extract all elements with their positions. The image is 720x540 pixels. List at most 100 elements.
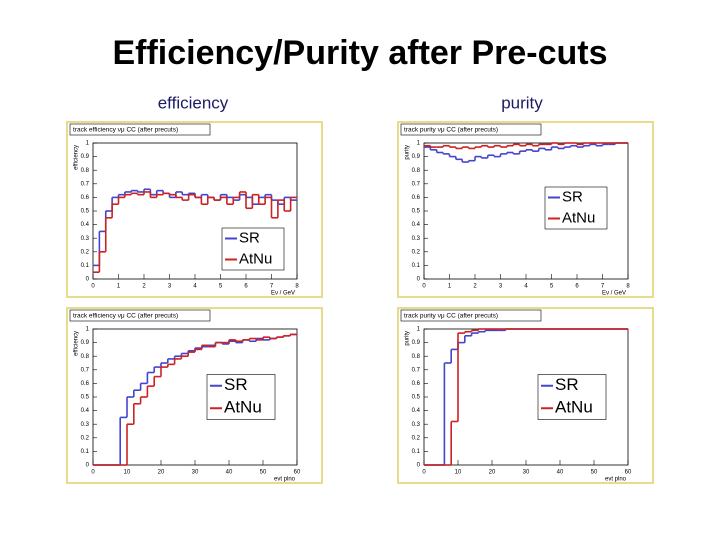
- column-label: efficiency: [158, 93, 229, 112]
- x-tick-label: 5: [219, 284, 223, 290]
- y-tick-label: 0.6: [81, 381, 90, 387]
- legend-label: AtNu: [562, 209, 595, 226]
- legend-label: SR: [562, 188, 583, 205]
- y-axis-label: purity: [405, 145, 411, 160]
- y-tick-label: 0.2: [412, 435, 421, 441]
- legend-label: AtNu: [239, 250, 272, 267]
- y-tick-label: 0.4: [412, 222, 421, 228]
- y-tick-label: 0.3: [412, 236, 421, 242]
- legend-label: AtNu: [224, 398, 262, 417]
- y-tick-label: 0.9: [412, 340, 421, 346]
- panel-title-box: [400, 123, 542, 136]
- x-tick-label: 6: [575, 284, 579, 290]
- panel-title-box: [69, 309, 211, 322]
- y-tick-label: 0.9: [412, 154, 421, 160]
- y-tick-label: 1: [86, 141, 90, 147]
- slide-title: Efficiency/Purity after Pre-cuts: [112, 34, 607, 72]
- y-tick-label: 0.5: [81, 209, 90, 215]
- y-tick-label: 0.3: [81, 422, 90, 428]
- x-tick-label: 30: [523, 470, 530, 476]
- chart-panel: track purity νμ CC (after precuts) 0 0.1 0.…: [397, 121, 654, 298]
- y-tick-label: 0.6: [412, 381, 421, 387]
- x-tick-label: 10: [124, 470, 131, 476]
- y-tick-label: 0.1: [412, 263, 421, 269]
- y-tick-label: 0.6: [412, 195, 421, 201]
- legend-label: SR: [239, 229, 260, 246]
- legend-box: [537, 374, 607, 420]
- y-tick-label: 0.7: [81, 367, 90, 373]
- x-tick-label: 40: [557, 470, 564, 476]
- x-tick-label: 50: [260, 470, 267, 476]
- x-tick-label: 8: [626, 284, 630, 290]
- x-tick-label: 8: [295, 284, 299, 290]
- chart-panel: track efficiency νμ CC (after precuts)00…: [66, 121, 323, 298]
- x-tick-label: 40: [226, 470, 233, 476]
- y-tick-label: 0.6: [81, 195, 90, 201]
- y-tick-label: 0.5: [412, 209, 421, 215]
- x-tick-label: 0: [91, 284, 95, 290]
- x-tick-label: 3: [168, 284, 172, 290]
- y-tick-label: 0.5: [412, 395, 421, 401]
- x-tick-label: 0: [422, 284, 426, 290]
- x-axis-label: evt plno: [274, 477, 296, 483]
- y-tick-label: 1: [417, 327, 421, 333]
- x-tick-label: 0: [422, 470, 426, 476]
- y-tick-label: 0.9: [81, 154, 90, 160]
- y-tick-label: 0.1: [81, 449, 90, 455]
- x-tick-label: 1: [117, 284, 121, 290]
- y-tick-label: 0.4: [412, 408, 421, 414]
- x-tick-label: 4: [524, 284, 528, 290]
- column-label: purity: [501, 93, 543, 112]
- chart-panel: track purity νμ CC (after precuts) 0 0.1 0.…: [397, 307, 654, 484]
- panel-title: track purity νμ CC (after precuts): [404, 127, 498, 134]
- legend-label: AtNu: [555, 398, 593, 417]
- x-tick-label: 10: [455, 470, 462, 476]
- x-tick-label: 30: [192, 470, 199, 476]
- x-tick-label: 2: [473, 284, 477, 290]
- x-tick-label: 5: [550, 284, 554, 290]
- y-tick-label: 0.2: [81, 435, 90, 441]
- x-tick-label: 20: [489, 470, 496, 476]
- y-tick-label: 0.8: [81, 354, 90, 360]
- y-tick-label: 0.8: [412, 168, 421, 174]
- y-tick-label: 0.7: [412, 367, 421, 373]
- legend-label: SR: [224, 375, 248, 394]
- x-axis-label: evt plno: [605, 477, 627, 483]
- panel-title: track efficiency νμ CC (after precuts): [73, 313, 178, 320]
- legend-box: [206, 374, 276, 420]
- y-axis-label: efficiency: [74, 331, 80, 356]
- y-tick-label: 0.7: [81, 181, 90, 187]
- chart-panel: track efficiency νμ CC (after precuts) 0 0…: [66, 307, 323, 484]
- x-tick-label: 20: [158, 470, 165, 476]
- y-tick-label: 0.9: [81, 340, 90, 346]
- y-tick-label: 0.8: [412, 354, 421, 360]
- y-tick-label: 0.3: [81, 236, 90, 242]
- y-tick-label: 0: [86, 277, 90, 283]
- panel-title-box: [400, 309, 542, 322]
- y-tick-label: 0.3: [412, 422, 421, 428]
- x-tick-label: 1: [448, 284, 452, 290]
- y-tick-label: 0.7: [412, 181, 421, 187]
- x-tick-label: 4: [193, 284, 197, 290]
- y-tick-label: 1: [86, 327, 90, 333]
- x-axis-label: Eν / GeV: [271, 291, 295, 297]
- x-tick-label: 2: [142, 284, 146, 290]
- y-tick-label: 0: [417, 277, 421, 283]
- x-tick-label: 7: [601, 284, 605, 290]
- y-tick-label: 1: [417, 141, 421, 147]
- x-tick-label: 3: [499, 284, 503, 290]
- y-tick-label: 0.4: [81, 222, 90, 228]
- y-tick-label: 0.2: [412, 249, 421, 255]
- panel-title-box: [69, 123, 211, 136]
- legend-box: [544, 186, 608, 230]
- x-tick-label: 0: [91, 470, 95, 476]
- y-tick-label: 0.8: [81, 168, 90, 174]
- x-axis-label: Eν / GeV: [602, 291, 626, 297]
- y-tick-label: 0.1: [412, 449, 421, 455]
- y-tick-label: 0.5: [81, 395, 90, 401]
- panel-title: track efficiency νμ CC (after precuts): [73, 127, 178, 134]
- x-tick-label: 6: [244, 284, 248, 290]
- x-tick-label: 7: [270, 284, 274, 290]
- panel-title: track purity νμ CC (after precuts): [404, 313, 498, 320]
